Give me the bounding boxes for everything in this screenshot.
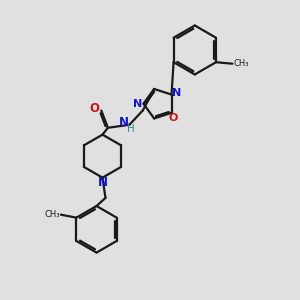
- Text: CH₃: CH₃: [233, 59, 248, 68]
- Text: N: N: [134, 99, 143, 109]
- Text: CH₃: CH₃: [44, 210, 60, 219]
- Text: O: O: [90, 103, 100, 116]
- Text: H: H: [127, 124, 134, 134]
- Text: N: N: [98, 176, 107, 189]
- Text: N: N: [172, 88, 182, 98]
- Text: N: N: [118, 116, 128, 130]
- Text: O: O: [168, 113, 178, 123]
